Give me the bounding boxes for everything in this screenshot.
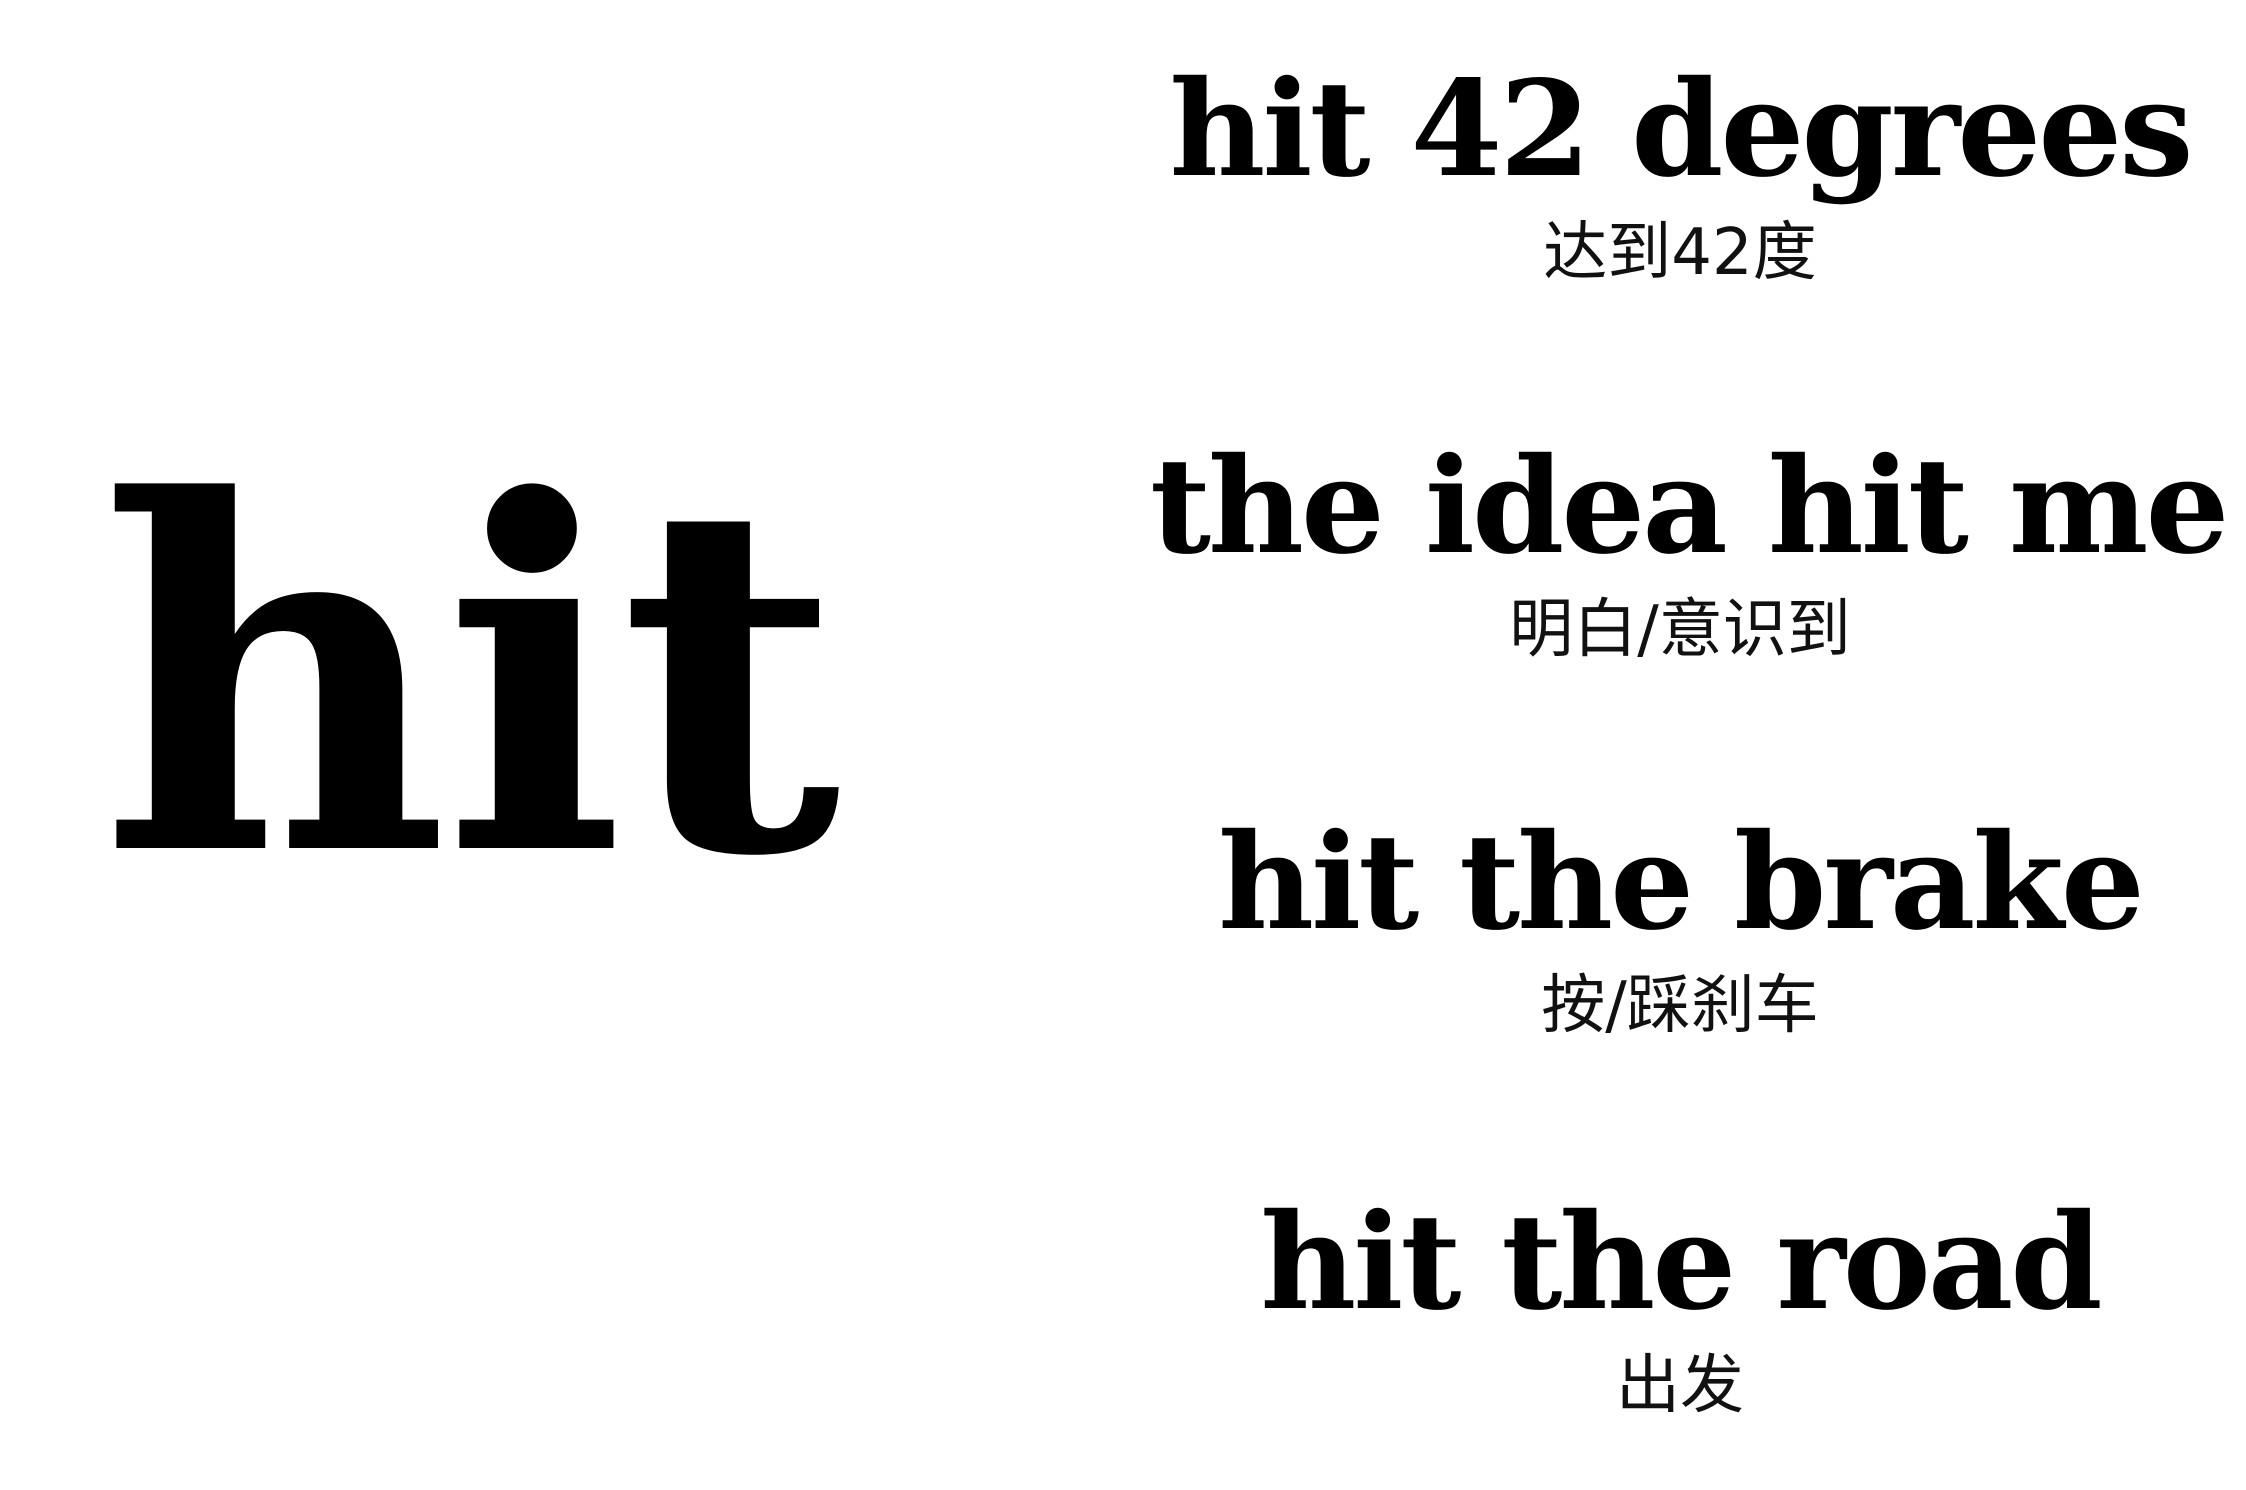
- phrase-chinese: 明白/意识到: [1509, 593, 1851, 667]
- phrase-item: hit 42 degrees 达到42度: [1150, 55, 2210, 293]
- phrase-english: the idea hit me: [1150, 429, 2229, 584]
- phrase-english: hit the brake: [1218, 805, 2145, 960]
- phrase-item: hit the road 出发: [1150, 1188, 2210, 1426]
- phrase-chinese: 达到42度: [1543, 216, 1817, 290]
- phrase-list: hit 42 degrees 达到42度 the idea hit me 明白/…: [1150, 0, 2229, 1490]
- phrase-item: hit the brake 按/踩刹车: [1150, 808, 2210, 1046]
- phrase-item: the idea hit me 明白/意识到: [1150, 429, 2229, 670]
- phrase-chinese: 按/踩刹车: [1541, 969, 1819, 1043]
- phrase-english: hit the road: [1260, 1185, 2102, 1340]
- phrase-english: hit 42 degrees: [1169, 52, 2193, 207]
- phrase-chinese: 出发: [1616, 1349, 1744, 1423]
- headword: hit: [100, 398, 841, 962]
